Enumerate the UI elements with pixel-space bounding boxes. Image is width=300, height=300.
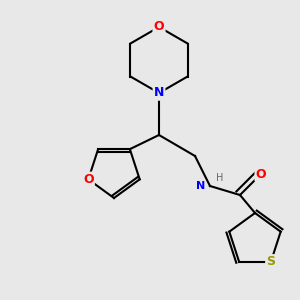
Text: O: O — [256, 167, 266, 181]
Text: H: H — [216, 173, 224, 183]
Text: S: S — [266, 255, 275, 268]
Text: O: O — [154, 20, 164, 34]
Text: O: O — [83, 173, 94, 186]
Text: N: N — [196, 181, 206, 191]
Text: N: N — [154, 86, 164, 100]
